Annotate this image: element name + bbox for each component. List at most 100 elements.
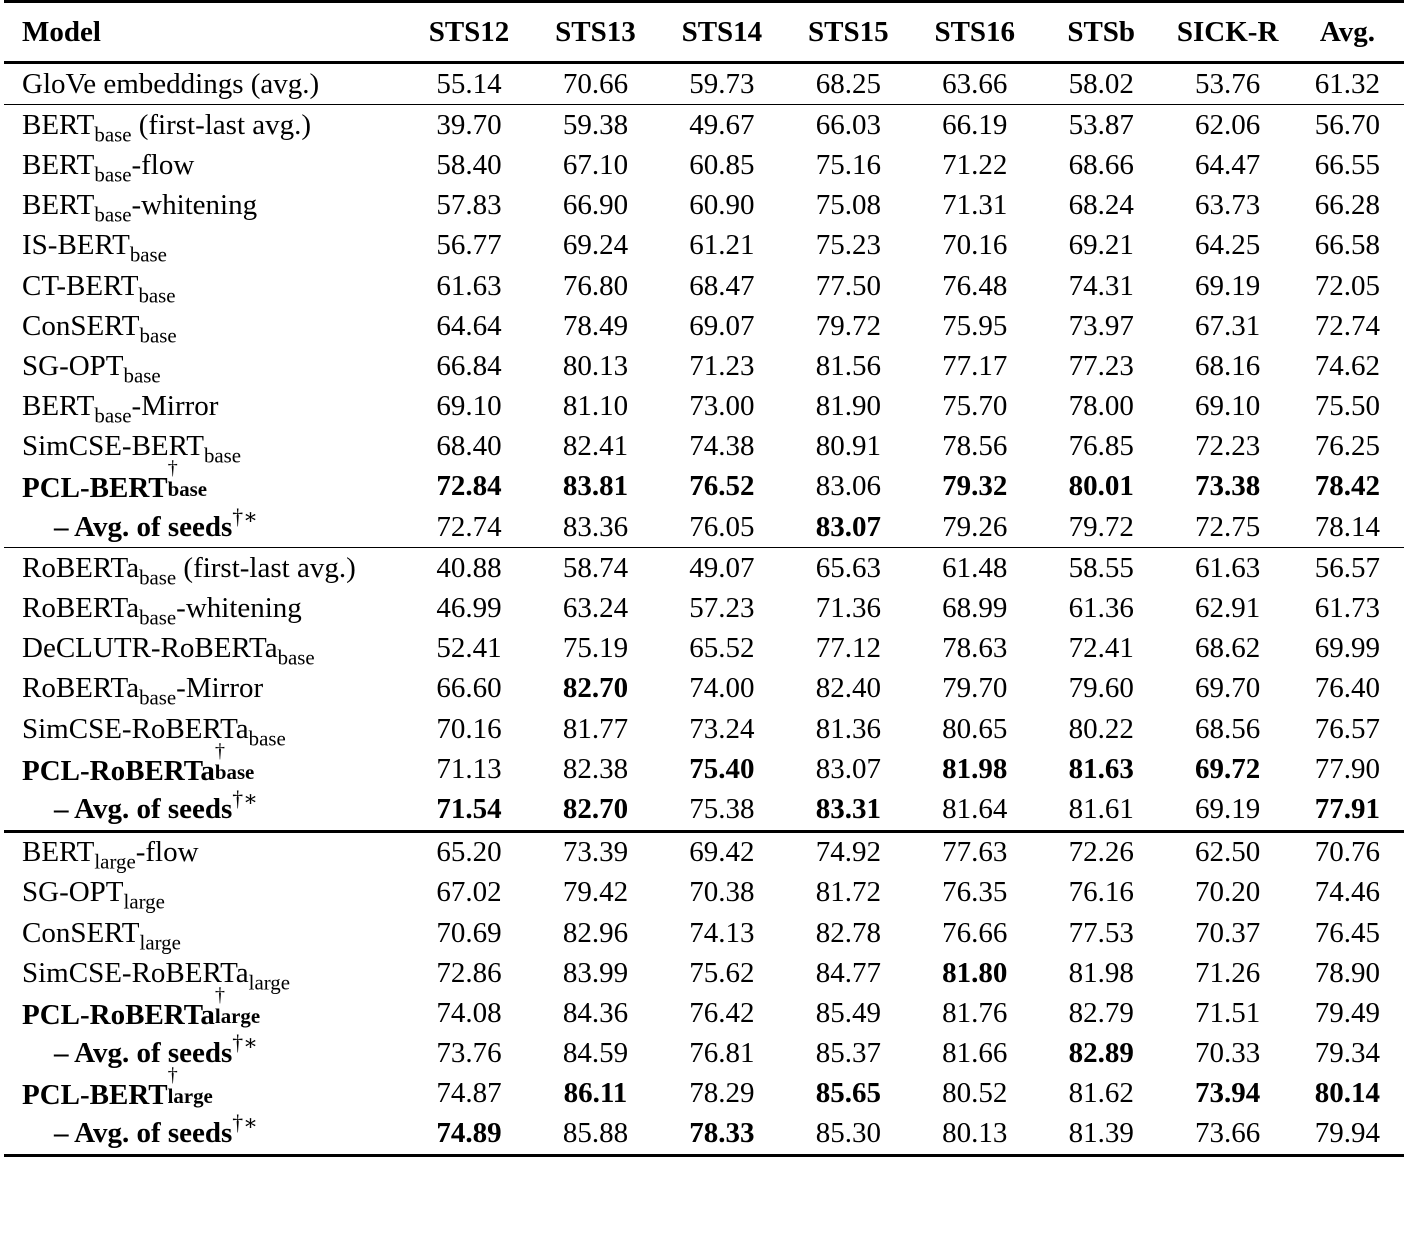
score-cell: 66.55 [1314,148,1381,181]
score-cell: 77.53 [1068,916,1134,949]
score-cell: 68.16 [1195,349,1261,382]
score-cell: 76.48 [942,269,1008,302]
model-size-subscript: base [139,685,177,710]
score-cell: 63.73 [1195,189,1261,222]
model-size-subscript: base [94,202,132,227]
model-name: GloVe embeddings (avg.) [22,67,320,100]
score-cell: 63.66 [942,67,1008,100]
score-cell: 81.56 [815,349,881,382]
score-cell: 71.51 [1195,996,1261,1029]
score-cell: 78.63 [942,632,1008,665]
score-cell: 71.36 [815,592,881,625]
model-name: RoBERTa [22,551,140,584]
score-cell: 69.07 [689,309,755,342]
table-row: – Avg. of seeds†∗ 72.74 83.36 76.05 83.07 79.… [4,506,1404,548]
score-cell: 86.11 [563,1077,628,1110]
score-cell: 66.58 [1314,229,1381,262]
score-cell: 53.87 [1037,104,1165,146]
score-cell: 65.63 [785,547,912,589]
model-name: BERT [22,148,95,181]
sup-sub-stack: † large [168,1064,213,1108]
model-size-subscript: base [94,122,132,147]
model-name: ConSERT [22,309,140,342]
score-cell: 70.20 [1195,876,1261,909]
column-header-model: Model [4,0,406,64]
score-cell: 81.62 [1068,1077,1134,1110]
score-cell: 74.31 [1068,269,1134,302]
model-name: BERT [22,836,95,869]
model-name-cell: SG-OPTlarge [4,873,406,913]
score-cell: 65.20 [405,829,533,873]
sup-sub-stack: † large [215,984,260,1028]
score-cell: 64.64 [436,309,502,342]
model-name-suffix: -whitening [131,189,258,222]
score-cell: 71.26 [1195,956,1261,989]
score-cell: 68.24 [1068,189,1134,222]
score-cell: 70.38 [689,876,755,909]
model-name-cell: – Avg. of seeds†∗ [4,1032,406,1074]
model-name: RoBERTa [22,592,140,625]
score-cell: 46.99 [436,592,502,625]
score-cell: 79.72 [1068,510,1134,543]
column-header-sick-r: SICK-R [1164,0,1291,64]
score-cell: 53.76 [1195,67,1261,100]
table-row: RoBERTabase-Mirror 66.60 82.70 74.00 82.40 79… [4,669,1404,709]
score-cell: 76.85 [1068,430,1134,463]
model-name-cell: CT-BERTbase [4,266,406,306]
score-cell: 84.36 [562,996,629,1029]
dagger-mark: † [167,457,178,480]
score-cell: 56.57 [1290,547,1404,589]
column-header-sts12: STS12 [405,0,533,64]
score-cell: 39.70 [405,104,533,146]
table-row: BERTbase-Mirror 69.10 81.10 73.00 81.90 75.70… [4,387,1404,427]
score-cell: 52.41 [436,632,502,665]
score-cell: 69.19 [1195,269,1261,302]
score-cell: 49.67 [658,104,786,146]
score-cell: 78.33 [658,1113,786,1158]
model-name: BERT [22,189,95,222]
model-size-subscript: large [214,1003,261,1028]
column-header-sts13: STS13 [532,0,659,64]
column-header-avg: Avg. [1290,0,1404,64]
score-cell: 73.94 [1195,1077,1261,1110]
score-cell: 55.14 [436,67,502,100]
score-cell: 73.24 [689,712,755,745]
score-cell: 68.25 [815,67,881,100]
score-cell: 69.70 [1195,672,1261,705]
score-cell: 61.36 [1068,592,1134,625]
score-cell: 74.92 [785,829,912,873]
score-cell: 83.07 [815,510,881,543]
score-cell: 66.19 [911,104,1038,146]
table-row: PCL-RoBERTa † large 74.08 84.36 76.42 85.49 81.… [4,984,1404,1033]
score-cell: 61.48 [911,547,1038,589]
score-cell: 71.54 [436,792,502,825]
table-row: RoBERTabase-whitening 46.99 63.24 57.23 71.3… [4,588,1404,628]
model-name-cell: ConSERTlarge [4,913,406,953]
model-name-suffix: -Mirror [131,390,219,423]
model-name: BERT [22,108,95,141]
table-row: ConSERTbase 64.64 78.49 69.07 79.72 75.95 73.9… [4,306,1404,346]
score-cell: 69.42 [658,829,786,873]
table-body: GloVe embeddings (avg.) 55.14 70.66 59.73 68… [4,63,1404,1158]
score-cell: 70.37 [1195,916,1261,949]
table-row: GloVe embeddings (avg.) 55.14 70.66 59.73 68… [4,63,1404,105]
model-name-cell: RoBERTabase (first-last avg.) [4,547,406,589]
table-row: – Avg. of seeds†∗ 73.76 84.59 76.81 85.37 81.… [4,1032,1404,1074]
score-cell: 75.50 [1314,390,1381,423]
score-cell: 74.89 [405,1113,533,1158]
score-cell: 81.39 [1037,1113,1165,1158]
score-cell: 66.84 [436,349,502,382]
score-cell: 72.74 [436,510,502,543]
score-cell: 74.87 [436,1077,502,1110]
score-cell: 84.77 [815,956,881,989]
model-name: – Avg. of seeds [54,792,233,825]
score-cell: 77.91 [1314,792,1381,825]
score-cell: 81.36 [815,712,881,745]
model-name: IS-BERT [22,229,130,262]
score-cell: 82.41 [562,430,629,463]
score-cell: 56.70 [1290,104,1404,146]
score-cell: 75.40 [689,752,755,785]
score-cell: 74.62 [1314,349,1381,382]
score-cell: 70.16 [436,712,502,745]
model-name: PCL-RoBERTa [22,754,215,787]
